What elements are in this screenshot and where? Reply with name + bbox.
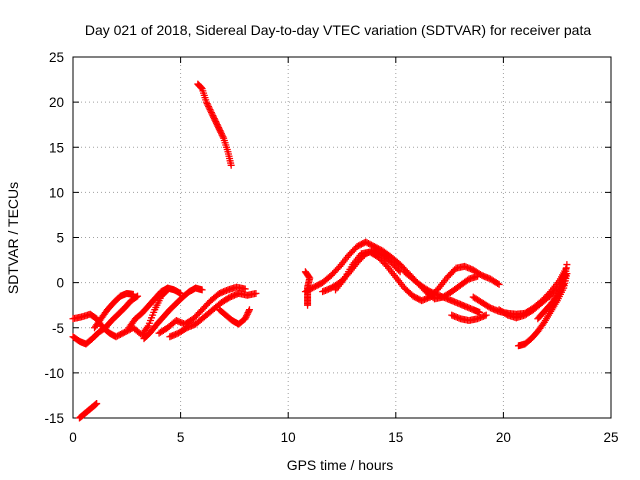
series-arc-r: [534, 261, 571, 323]
data-point: [217, 128, 225, 136]
data-point: [202, 98, 210, 106]
series-arc-g: [166, 289, 260, 341]
series-arc-l: [332, 248, 503, 305]
data-point: [245, 306, 253, 314]
data-point: [211, 116, 219, 124]
data-point: [495, 280, 503, 288]
data-point: [245, 307, 253, 315]
data-point: [207, 107, 215, 115]
data-point: [227, 161, 235, 169]
data-point: [476, 308, 484, 316]
data-point: [209, 112, 217, 120]
data-point: [217, 130, 225, 138]
data-point: [215, 125, 223, 133]
data-point: [241, 285, 249, 293]
data-point: [143, 323, 151, 331]
data-point: [482, 311, 490, 319]
series-arc-e: [140, 284, 206, 343]
data-point: [205, 103, 213, 111]
y-axis-label: SDTVAR / TECUs: [5, 182, 21, 294]
x-tick-label: 0: [69, 430, 77, 445]
data-point: [212, 118, 220, 126]
series-arc-morning-high: [194, 80, 235, 169]
data-point: [134, 292, 142, 300]
y-tick-label: -15: [44, 411, 64, 426]
y-tick-label: 25: [49, 50, 64, 65]
data-point: [563, 261, 571, 269]
series-arc-f: [155, 283, 249, 337]
data-point: [93, 400, 101, 408]
data-point: [243, 312, 251, 320]
data-point: [252, 289, 260, 297]
data-point: [218, 131, 226, 139]
x-ticks: 0 5 10 15 20 25: [69, 57, 619, 445]
series-arc-h: [215, 306, 253, 328]
data-point: [214, 122, 222, 130]
x-tick-label: 10: [281, 430, 296, 445]
y-tick-label: 10: [49, 185, 64, 200]
data-point: [241, 315, 249, 323]
data-points: [69, 80, 571, 422]
data-point: [210, 115, 218, 123]
data-point: [198, 286, 206, 294]
series-arc-early-low: [75, 400, 101, 422]
series-arc-m: [400, 268, 484, 316]
grid-lines: [73, 57, 611, 418]
data-point: [215, 124, 223, 132]
data-point: [213, 121, 221, 129]
data-point: [304, 301, 312, 309]
data-point: [395, 266, 403, 274]
data-point: [206, 106, 214, 114]
data-point: [204, 101, 212, 109]
data-point: [242, 313, 250, 321]
y-tick-label: 20: [49, 95, 64, 110]
data-point: [212, 119, 220, 127]
series-arc-d: [125, 284, 185, 332]
y-tick-label: -5: [52, 321, 64, 336]
series-arc-c: [91, 289, 137, 332]
chart-title: Day 021 of 2018, Sidereal Day-to-day VTE…: [85, 22, 592, 38]
x-tick-label: 5: [177, 430, 185, 445]
y-tick-label: -10: [44, 366, 64, 381]
data-point: [243, 310, 251, 318]
data-point: [216, 127, 224, 135]
data-point: [208, 110, 216, 118]
data-point: [203, 100, 211, 108]
data-point: [244, 309, 252, 317]
data-point: [494, 280, 502, 288]
x-tick-label: 15: [388, 430, 403, 445]
series-arc-n: [448, 311, 490, 325]
data-point: [129, 290, 137, 298]
data-point: [197, 83, 205, 91]
data-point: [207, 109, 215, 117]
data-point: [205, 104, 213, 112]
x-axis-label: GPS time / hours: [287, 457, 394, 473]
data-point: [197, 84, 205, 92]
data-point: [219, 133, 227, 141]
series-arc-p: [495, 271, 570, 322]
x-tick-label: 25: [603, 430, 618, 445]
y-tick-label: 15: [49, 140, 64, 155]
y-tick-label: 5: [56, 231, 64, 246]
data-point: [210, 113, 218, 121]
y-tick-label: 0: [56, 276, 64, 291]
x-tick-label: 20: [496, 430, 511, 445]
